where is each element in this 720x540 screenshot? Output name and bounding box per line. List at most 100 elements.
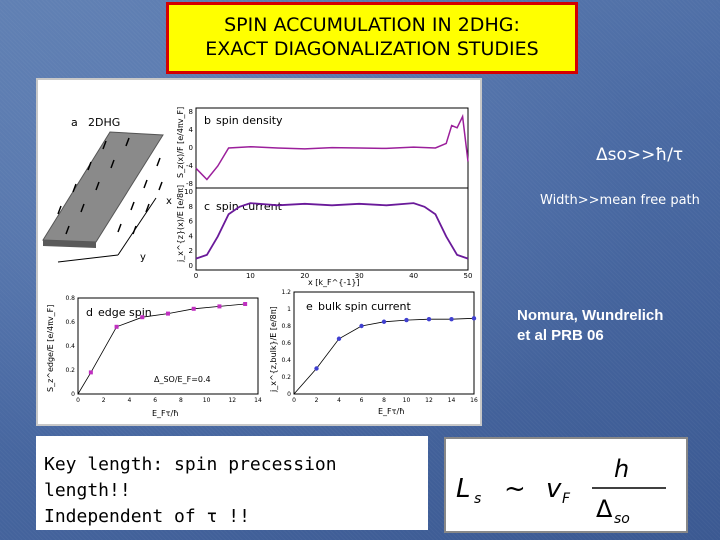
slide-title: SPIN ACCUMULATION IN 2DHG: EXACT DIAGONA… bbox=[166, 2, 578, 74]
panel-b-ylabel: S_z(x)/F [e/4πv_F] bbox=[176, 107, 185, 178]
spin-density-curve bbox=[195, 113, 469, 181]
spin-arrows bbox=[57, 137, 163, 235]
sample-slab-top bbox=[42, 131, 164, 243]
spin-arrow bbox=[110, 159, 115, 169]
panel-e-frame bbox=[293, 291, 475, 395]
formula-denominator: Δ bbox=[596, 495, 613, 523]
panel-e-xtick-label: 16 bbox=[470, 397, 478, 404]
bulk-current-points bbox=[314, 316, 477, 371]
reference: Nomura, Wundrelich et al PRB 06 bbox=[517, 306, 663, 347]
panel-d-xticks: 0 2 4 6 8 10 12 14 bbox=[76, 397, 262, 404]
panel-e-ylabel: j_x^{z,bulk}/E [e/8π] bbox=[269, 306, 278, 393]
formula-box: L s ~ v F h Δ so bbox=[444, 437, 688, 533]
panel-c-xticks: 0 10 20 30 40 50 bbox=[194, 272, 473, 280]
edge-spin-point bbox=[243, 302, 248, 306]
spin-arrow bbox=[130, 201, 135, 211]
panel-b-ytick-label: 4 bbox=[189, 126, 194, 134]
panel-e-xtick-label: 2 bbox=[315, 397, 319, 404]
panel-d-yticks: 0.8 0.6 0.4 0.2 0 bbox=[65, 295, 75, 398]
formula-v-sub: F bbox=[562, 491, 571, 507]
spin-arrow bbox=[87, 161, 92, 171]
key-line-1: Key length: spin precession length!! bbox=[44, 454, 337, 502]
spin-arrow bbox=[145, 203, 150, 213]
delta-condition: Δso>>ħ/τ bbox=[596, 145, 684, 165]
bulk-current-point bbox=[404, 317, 409, 323]
panel-e-xtick-label: 12 bbox=[425, 397, 433, 404]
panel-c-tag: c bbox=[204, 200, 210, 213]
figure-svg: a 2DHG x y b spin density S_z(x)/F [e/4π… bbox=[42, 107, 478, 418]
panel-c-ytick-label: 6 bbox=[189, 218, 194, 226]
bulk-current-fit bbox=[293, 317, 475, 395]
panel-e-ytick-label: 0.6 bbox=[281, 340, 291, 347]
reference-line-2: et al PRB 06 bbox=[517, 327, 604, 345]
panel-b-yticks: 8 4 0 -4 -8 bbox=[186, 108, 194, 188]
panel-c-ytick-label: 2 bbox=[189, 247, 193, 255]
panel-d-ylabel: S_z^edge/E [e/4πv_F] bbox=[46, 305, 55, 392]
axis-line-x bbox=[57, 254, 119, 263]
panel-d-xtick-label: 2 bbox=[102, 397, 106, 404]
panel-b-ytick-label: -8 bbox=[186, 180, 193, 188]
bulk-current-point bbox=[336, 336, 342, 341]
bulk-current-point bbox=[381, 319, 387, 324]
spin-current-curve bbox=[195, 202, 469, 260]
panel-d-xtick-label: 6 bbox=[153, 397, 157, 404]
axis-x-label: y bbox=[140, 252, 146, 263]
panel-d-ytick-label: 0.2 bbox=[65, 367, 75, 374]
panel-c-xtick-label: 40 bbox=[409, 272, 418, 280]
figure-panel: a 2DHG x y b spin density S_z(x)/F [e/4π… bbox=[36, 78, 482, 426]
panel-d-label: edge spin bbox=[98, 306, 152, 319]
formula-lhs: L bbox=[456, 474, 471, 504]
panel-e-label: bulk spin current bbox=[318, 300, 411, 313]
panel-c: c spin current j_x^{z}(x)/E [e/8π] 10 8 6 4… bbox=[176, 185, 472, 287]
bulk-current-point bbox=[359, 323, 364, 329]
spin-arrow bbox=[95, 181, 100, 191]
panel-d-ytick-label: 0.8 bbox=[65, 295, 75, 302]
panel-d-ytick-label: 0.6 bbox=[65, 319, 75, 326]
panel-e-ytick-label: 0 bbox=[287, 391, 291, 398]
panel-d-xtick-label: 8 bbox=[179, 397, 183, 404]
panel-d-xtick-label: 0 bbox=[76, 397, 80, 404]
panel-e-xtick-label: 8 bbox=[382, 397, 386, 404]
spin-arrow bbox=[57, 205, 62, 215]
panel-c-xlabel: x [k_F^{-1}] bbox=[308, 278, 360, 287]
edge-spin-point bbox=[114, 324, 119, 329]
panel-c-ytick-label: 8 bbox=[189, 203, 193, 211]
panel-d: d edge spin S_z^edge/E [e/4πv_F] Δ_SO/E_… bbox=[46, 295, 262, 418]
panel-e-ytick-label: 1 bbox=[287, 306, 291, 313]
spin-arrow bbox=[117, 223, 122, 233]
panel-c-xtick-label: 0 bbox=[194, 272, 198, 280]
panel-d-xtick-label: 12 bbox=[228, 397, 236, 404]
spin-arrow bbox=[80, 203, 85, 213]
panel-e: e bulk spin current j_x^{z,bulk}/E [e/8π… bbox=[269, 289, 478, 416]
panel-e-yticks: 1.2 1 0.8 0.6 0.4 0.2 0 bbox=[281, 289, 291, 398]
panel-d-xtick-label: 14 bbox=[254, 397, 262, 404]
edge-spin-point bbox=[217, 304, 222, 309]
panel-b-ytick-label: 0 bbox=[189, 144, 193, 152]
panel-d-xtick-label: 4 bbox=[128, 397, 132, 404]
panel-d-tag: d bbox=[86, 306, 93, 319]
panel-d-ytick-label: 0 bbox=[71, 391, 75, 398]
panel-b: b spin density S_z(x)/F [e/4πv_F] 8 4 0 -4 -… bbox=[176, 107, 469, 189]
spin-arrow bbox=[156, 157, 161, 167]
key-length-box: Key length: spin precession length!! Ind… bbox=[36, 436, 428, 530]
title-line-1: SPIN ACCUMULATION IN 2DHG: bbox=[224, 14, 520, 37]
spin-arrow bbox=[102, 140, 107, 150]
panel-b-tag: b bbox=[204, 114, 211, 127]
panel-c-xtick-label: 30 bbox=[355, 272, 364, 280]
panel-b-ytick-label: -4 bbox=[186, 162, 194, 170]
axis-line bbox=[117, 197, 157, 256]
panel-c-xtick-label: 20 bbox=[300, 272, 309, 280]
formula-lhs-sub: s bbox=[474, 491, 481, 507]
spin-arrow bbox=[72, 183, 77, 193]
panel-e-xtick-label: 4 bbox=[337, 397, 341, 404]
edge-spin-point bbox=[88, 370, 93, 375]
panel-c-xtick-label: 50 bbox=[464, 272, 473, 280]
axis-y-label: x bbox=[166, 196, 172, 207]
bulk-current-point bbox=[314, 366, 319, 371]
panel-b-label: spin density bbox=[216, 114, 283, 127]
panel-c-ytick-label: 10 bbox=[184, 188, 193, 196]
panel-e-xtick-label: 0 bbox=[292, 397, 296, 404]
panel-e-tag: e bbox=[306, 300, 313, 313]
formula-v: v bbox=[546, 474, 562, 504]
panel-d-xlabel: E_Fτ/ħ bbox=[152, 409, 179, 418]
